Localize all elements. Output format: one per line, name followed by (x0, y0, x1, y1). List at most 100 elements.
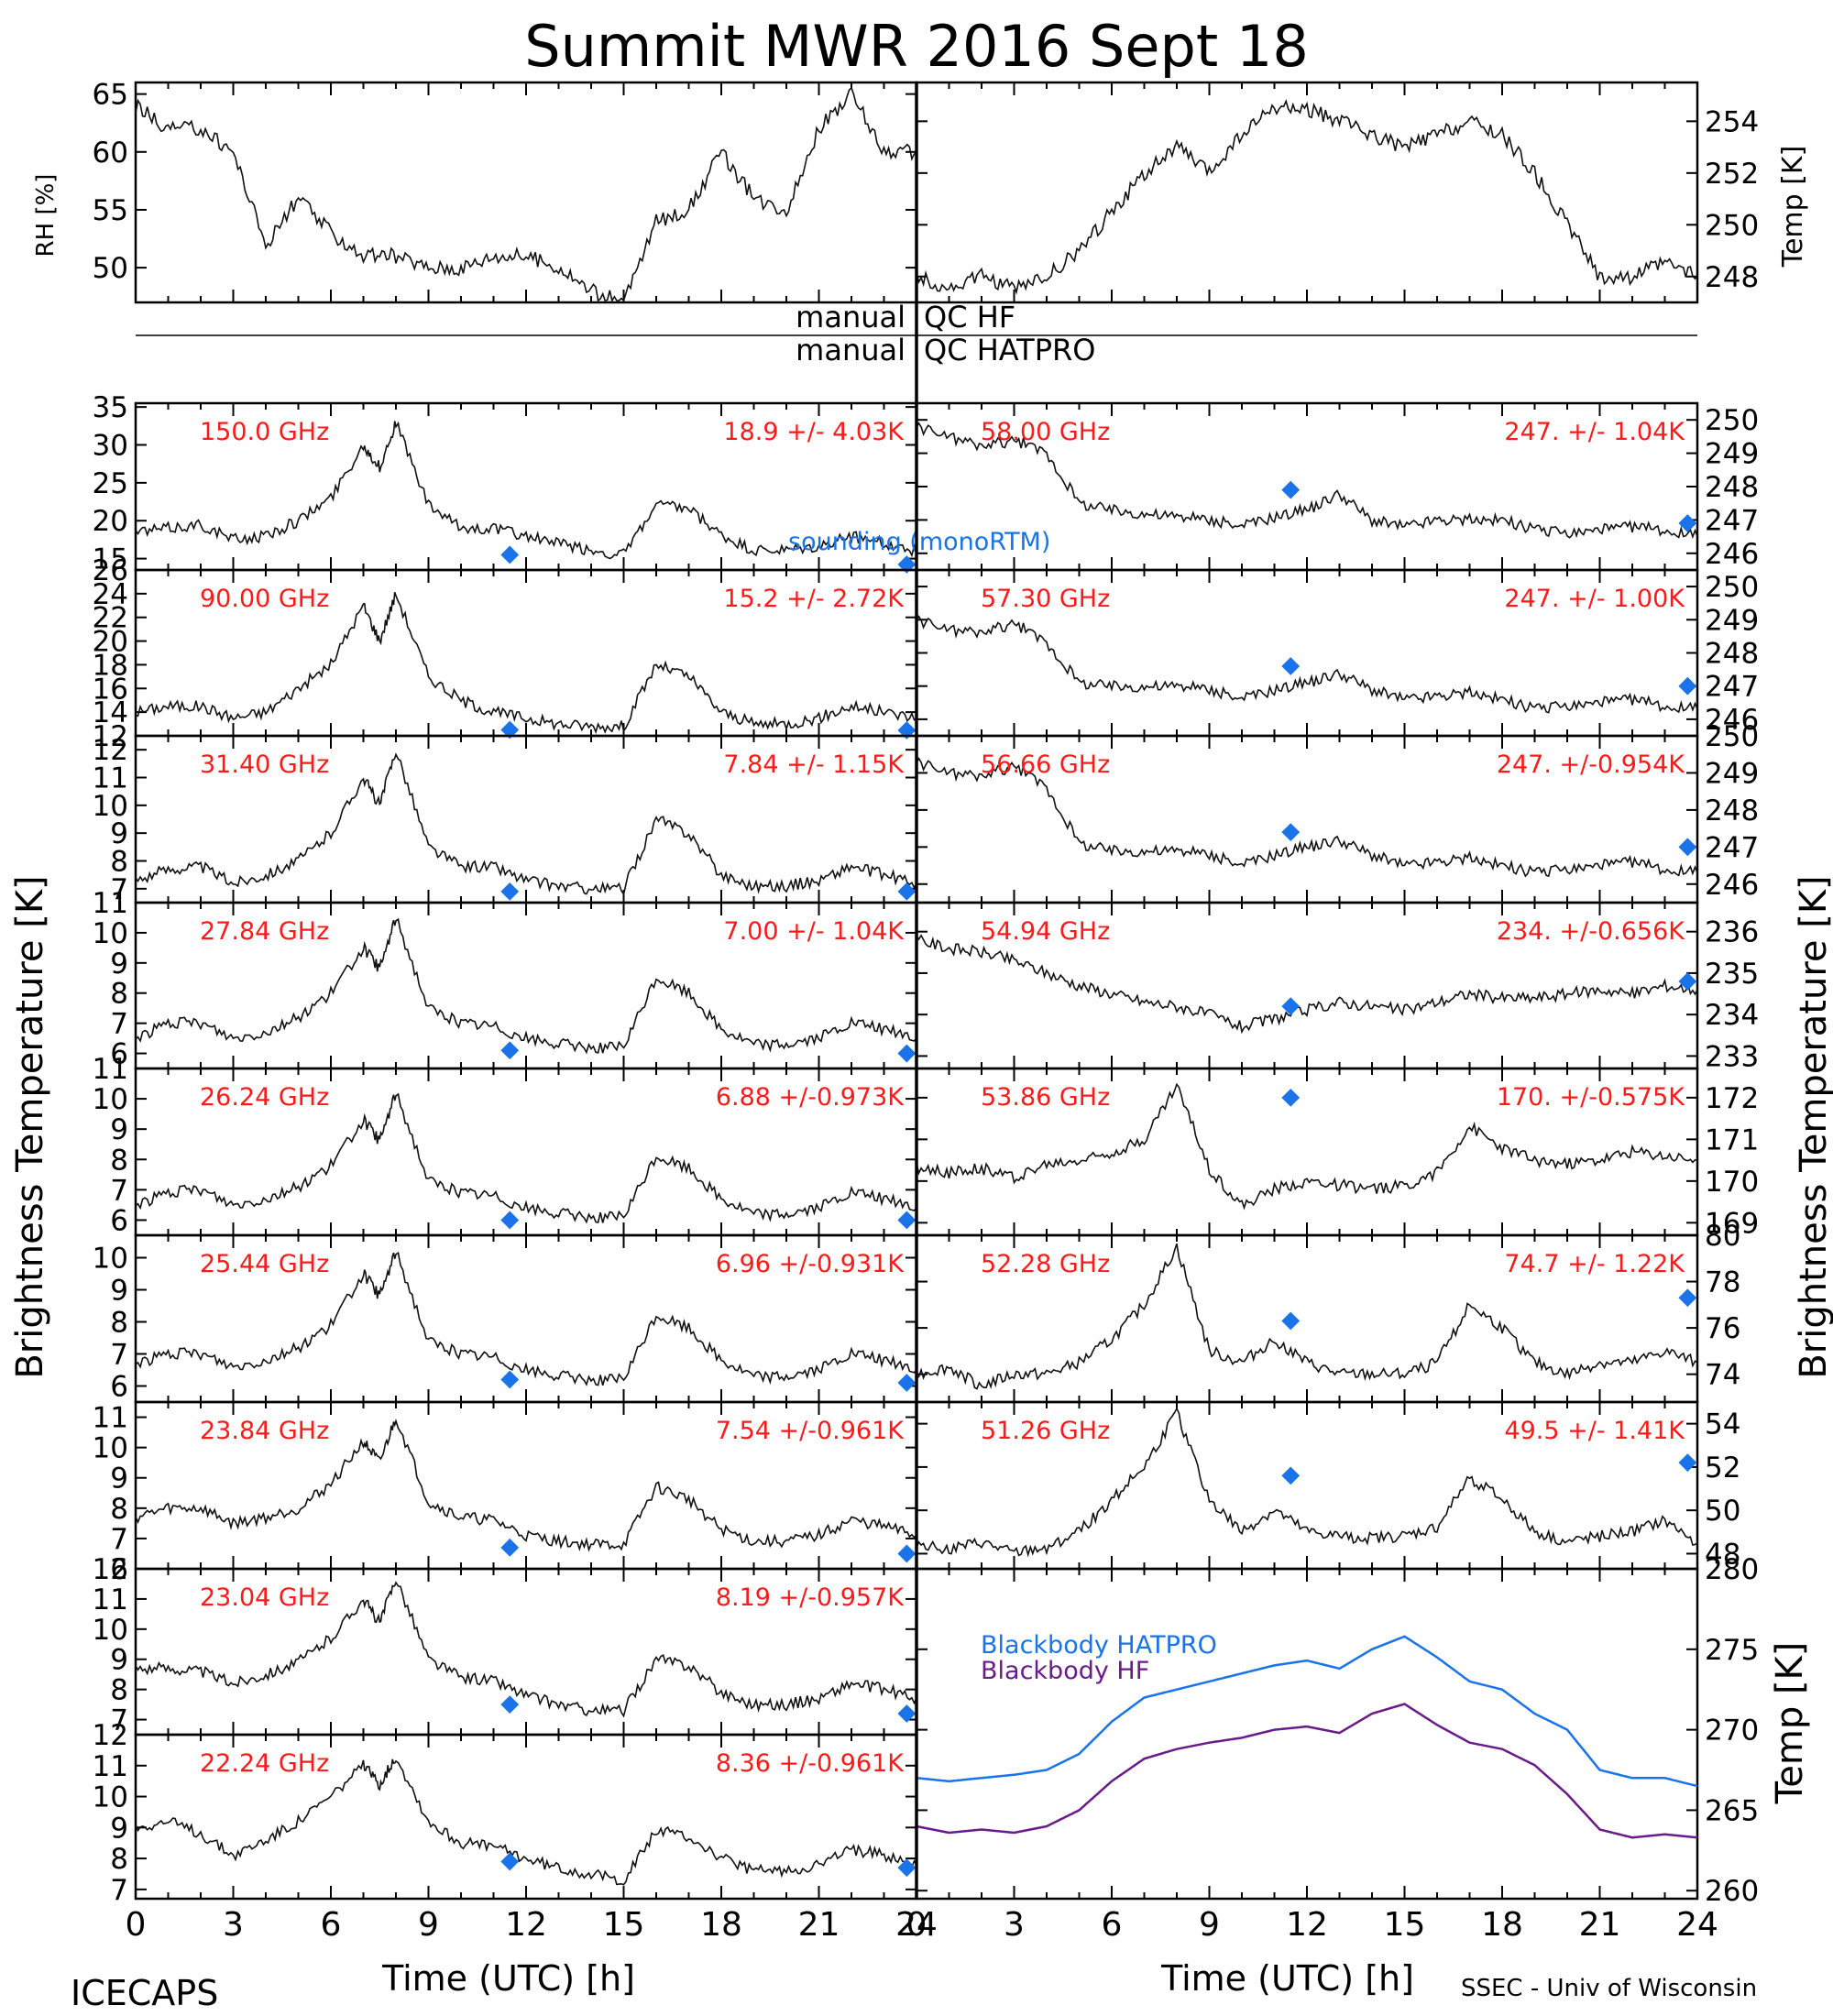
y-tick-label: 8 (110, 1674, 128, 1707)
panel-frame (915, 1567, 1699, 1901)
y-tick-label: 11 (93, 762, 128, 795)
x-tick-label-left: 12 (505, 1906, 547, 1944)
x-tick-label-right: 9 (1199, 1906, 1220, 1944)
y-tick-label: 6 (110, 1038, 128, 1071)
legend-entry: Blackbody HF (981, 1657, 1149, 1685)
sounding-marker (897, 882, 916, 901)
sounding-marker (1281, 997, 1301, 1016)
sounding-marker (500, 720, 520, 740)
y-tick-label: 10 (93, 790, 128, 823)
y-tick-label: 233 (1705, 1040, 1759, 1073)
y-tick-label: 265 (1705, 1794, 1759, 1827)
channel-label: 22.24 GHz (200, 1749, 329, 1778)
y-tick-label: 10 (93, 917, 128, 950)
sounding-marker (897, 1374, 916, 1392)
sounding-marker (1281, 1311, 1301, 1331)
channel-label: 57.30 GHz (981, 585, 1110, 613)
channel-label: 58.00 GHz (981, 418, 1110, 446)
y-tick-label: 10 (93, 1614, 128, 1647)
right-bt-ylabel: Brightness Temperature [K] (1793, 875, 1833, 1378)
y-tick-label: 6 (110, 1371, 128, 1404)
panel-51-26-ghz: 48 50 52 54 51.26 GHz 49.5 +/- 1.41K (915, 1400, 1740, 1571)
channel-stat: 15.2 +/- 2.72K (723, 585, 905, 613)
sounding-marker (897, 1544, 916, 1563)
y-tick-label: 7 (110, 1008, 128, 1041)
y-tick-label: 236 (1705, 916, 1759, 949)
y-tick-label: 234 (1705, 999, 1759, 1032)
y-tick-label: 275 (1705, 1634, 1759, 1667)
x-tick-label-left: 15 (603, 1906, 645, 1944)
y-tick-label: 7 (110, 1339, 128, 1372)
qc-hatpro-manual: manual (796, 333, 906, 367)
series-line (135, 1581, 917, 1718)
y-tick-label: 22 (93, 602, 128, 635)
panel-rh: 50 55 60 65 (93, 79, 918, 304)
y-tick-label: 10 (93, 1781, 128, 1814)
y-tick-label: 8 (110, 978, 128, 1011)
series-line (135, 752, 917, 896)
channel-label: 52.28 GHz (981, 1250, 1110, 1278)
y-tick-label: 246 (1705, 869, 1759, 902)
panel-150-0-ghz: 15 20 25 30 35 150.0 GHz 18.9 +/- 4.03K soundin… (93, 391, 1051, 575)
y-tick-label: 248 (1705, 471, 1759, 504)
x-tick-label-left: 24 (895, 1906, 938, 1944)
y-tick-label: 11 (93, 1583, 128, 1616)
channel-stat: 74.7 +/- 1.22K (1504, 1250, 1685, 1278)
series-line (135, 1759, 917, 1886)
y-tick-label: 250 (1705, 209, 1759, 242)
x-tick-label-left: 6 (321, 1906, 342, 1944)
left-bt-ylabel: Brightness Temperature [K] (9, 875, 51, 1378)
y-tick-label: 247 (1705, 504, 1759, 537)
y-tick-label: 170 (1705, 1166, 1759, 1199)
channel-stat: 7.84 +/- 1.15K (723, 751, 905, 779)
sounding-marker (500, 1041, 520, 1060)
y-tick-label: 60 (93, 137, 128, 170)
y-tick-label: 52 (1705, 1452, 1740, 1485)
qc-hatpro-label: QC HATPRO (924, 333, 1095, 367)
x-tick-label-right: 21 (1579, 1906, 1621, 1944)
y-tick-label: 30 (93, 430, 128, 463)
series-line (916, 757, 1698, 878)
sounding-marker (500, 545, 520, 564)
temp-bb-ylabel: Temp [K] (1769, 1642, 1811, 1805)
channel-stat: 7.00 +/- 1.04K (723, 917, 905, 946)
panel-52-28-ghz: 74 76 78 80 52.28 GHz 74.7 +/- 1.22K (915, 1220, 1740, 1404)
channel-stat: 170. +/-0.575K (1497, 1083, 1685, 1112)
sounding-marker (500, 1538, 520, 1557)
y-tick-label: 20 (93, 505, 128, 538)
y-tick-label: 7 (110, 873, 128, 906)
x-tick-label-right: 0 (906, 1906, 927, 1944)
series-line (916, 1082, 1698, 1211)
channel-stat: 247. +/- 1.04K (1504, 418, 1685, 446)
x-tick-label-left: 21 (798, 1906, 840, 1944)
channel-stat: 6.88 +/-0.973K (716, 1083, 905, 1112)
x-tick-label-right: 18 (1481, 1906, 1523, 1944)
series-line (135, 421, 917, 560)
y-tick-label: 169 (1705, 1207, 1759, 1240)
y-tick-label: 10 (93, 1432, 128, 1465)
y-tick-label: 12 (93, 720, 128, 753)
sounding-marker (500, 1852, 520, 1871)
y-tick-label: 12 (93, 1719, 128, 1752)
x-tick-label-left: 9 (418, 1906, 439, 1944)
y-tick-label: 280 (1705, 1553, 1759, 1586)
channel-label: 54.94 GHz (981, 917, 1110, 946)
x-tick-label-right: 12 (1286, 1906, 1328, 1944)
x-tick-label-left: 0 (126, 1906, 147, 1944)
sounding-marker (1678, 972, 1697, 991)
y-tick-label: 7 (110, 1874, 128, 1907)
rh-ylabel: RH [%] (32, 174, 60, 257)
y-tick-label: 247 (1705, 831, 1759, 864)
channel-stat: 234. +/-0.656K (1497, 917, 1685, 946)
y-tick-label: 9 (110, 1463, 128, 1496)
series-line (135, 86, 917, 303)
y-tick-label: 11 (93, 1750, 128, 1783)
y-tick-label: 9 (110, 1644, 128, 1677)
y-tick-label: 172 (1705, 1082, 1759, 1115)
sounding-marker (500, 882, 520, 901)
series-line (916, 1635, 1698, 1788)
panel-56-66-ghz: 246 247 248 249 250 56.66 GHz 247. +/-0.954K (915, 720, 1759, 904)
